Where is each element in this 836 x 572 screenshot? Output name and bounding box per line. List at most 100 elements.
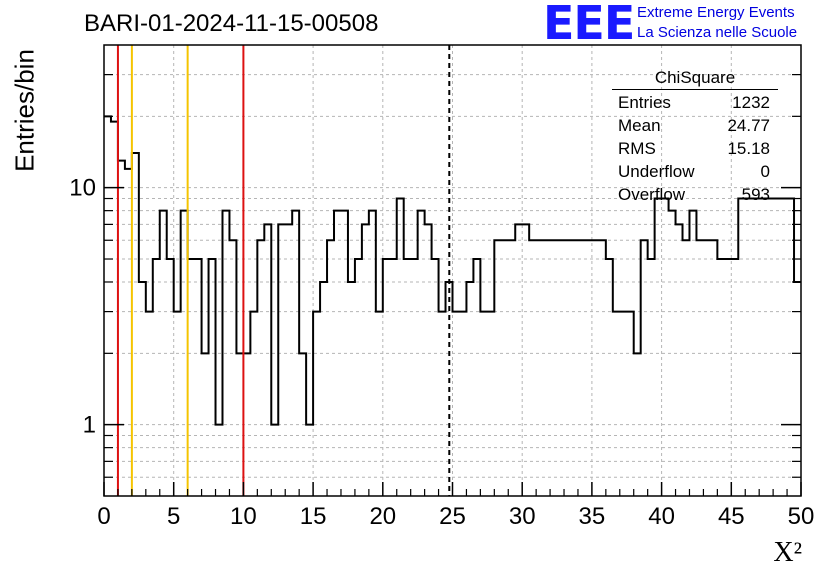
x-tick-label: 25 bbox=[439, 503, 466, 530]
histogram-bin bbox=[466, 282, 473, 496]
histogram-bin bbox=[160, 211, 167, 496]
x-tick-label: 50 bbox=[788, 503, 815, 530]
stats-row-overflow: Overflow 593 bbox=[612, 183, 778, 206]
histogram-bin bbox=[536, 240, 543, 496]
histogram-bin bbox=[432, 259, 439, 496]
x-axis: 0 5 10 15 20 25 30 35 40 45 50 bbox=[97, 482, 814, 530]
stats-label: Overflow bbox=[618, 185, 686, 204]
histogram-bin bbox=[202, 353, 209, 496]
x-tick-label: 10 bbox=[230, 503, 257, 530]
histogram-bin bbox=[550, 240, 557, 496]
histogram-bin bbox=[613, 312, 620, 496]
histogram-bin bbox=[794, 282, 801, 496]
histogram-bin bbox=[501, 240, 508, 496]
stats-value: 15.18 bbox=[727, 139, 770, 158]
stats-value: 24.77 bbox=[727, 116, 770, 135]
histogram-bin bbox=[494, 240, 501, 496]
histogram-bin bbox=[257, 240, 264, 496]
histogram-bin bbox=[341, 211, 348, 496]
histogram-bin bbox=[390, 259, 397, 496]
histogram-bin bbox=[425, 224, 432, 496]
histogram-bin bbox=[655, 199, 662, 496]
histogram-bin bbox=[480, 312, 487, 496]
x-axis-label: X² bbox=[773, 537, 802, 568]
histogram-bin bbox=[111, 122, 118, 496]
histogram-bin bbox=[334, 211, 341, 496]
x-tick-label: 0 bbox=[97, 503, 110, 530]
histogram-bin bbox=[773, 199, 780, 496]
histogram-bin bbox=[529, 240, 536, 496]
histogram-bin bbox=[418, 211, 425, 496]
histogram-bin bbox=[146, 312, 153, 496]
histogram-bin bbox=[752, 199, 759, 496]
histogram-bin bbox=[118, 161, 125, 496]
stats-label: Underflow bbox=[618, 162, 695, 181]
stats-value: 593 bbox=[741, 185, 770, 204]
histogram-bin bbox=[620, 312, 627, 496]
histogram-bin bbox=[578, 240, 585, 496]
histogram-bin bbox=[599, 240, 606, 496]
x-tick-label: 35 bbox=[579, 503, 606, 530]
histogram-bin bbox=[648, 259, 655, 496]
histogram-bin bbox=[759, 199, 766, 496]
histogram-bin bbox=[278, 224, 285, 496]
histogram-bin bbox=[676, 224, 683, 496]
histogram-bin bbox=[738, 199, 745, 496]
histogram-bin bbox=[564, 240, 571, 496]
stats-label: Mean bbox=[618, 116, 661, 135]
histogram-bin bbox=[174, 312, 181, 496]
y-axis-label: Entries/bin bbox=[9, 49, 40, 172]
histogram-bin bbox=[557, 240, 564, 496]
histogram-bin bbox=[132, 153, 139, 496]
logo-line-1: Extreme Energy Events bbox=[637, 4, 795, 21]
stats-label: RMS bbox=[618, 139, 656, 158]
histogram-bin bbox=[439, 312, 446, 496]
histogram-bin bbox=[188, 259, 195, 496]
logo-line-2: La Scienza nelle Scuole bbox=[637, 24, 798, 41]
eee-logo: EEE bbox=[543, 0, 635, 50]
histogram-bin bbox=[209, 259, 216, 496]
histogram-bin bbox=[404, 259, 411, 496]
histogram-bin bbox=[606, 259, 613, 496]
x-tick-label: 30 bbox=[509, 503, 536, 530]
histogram-bin bbox=[515, 224, 522, 496]
reference-lines bbox=[116, 45, 451, 496]
histogram-bin bbox=[362, 224, 369, 496]
histogram-bin bbox=[125, 169, 132, 496]
histogram-bin bbox=[306, 425, 313, 496]
stats-row-entries: Entries 1232 bbox=[612, 91, 778, 114]
histogram-bin bbox=[195, 259, 202, 496]
chart-title: BARI-01-2024-11-15-00508 bbox=[84, 10, 379, 37]
histogram-bin bbox=[292, 211, 299, 496]
histogram-bin bbox=[376, 312, 383, 496]
stats-value: 1232 bbox=[732, 93, 770, 112]
histogram-bin bbox=[369, 211, 376, 496]
histogram-bin bbox=[634, 353, 641, 496]
stats-value: 0 bbox=[760, 162, 770, 181]
histogram-bin bbox=[153, 259, 160, 496]
histogram-bin bbox=[543, 240, 550, 496]
histogram-bin bbox=[397, 199, 404, 496]
histogram-bin bbox=[222, 211, 229, 496]
histogram-bin bbox=[571, 240, 578, 496]
histogram-bin bbox=[299, 353, 306, 496]
y-tick-label: 10 bbox=[69, 175, 96, 202]
histogram-bin bbox=[229, 240, 236, 496]
histogram-bin bbox=[745, 199, 752, 496]
histogram-bin bbox=[780, 199, 787, 496]
histogram-bin bbox=[710, 240, 717, 496]
histogram-bin bbox=[473, 259, 480, 496]
histogram-bin bbox=[250, 312, 257, 496]
histogram-bin bbox=[411, 259, 418, 496]
x-tick-label: 5 bbox=[167, 503, 180, 530]
histogram-bin bbox=[662, 199, 669, 496]
histogram-bin bbox=[355, 259, 362, 496]
x-tick-label: 15 bbox=[300, 503, 327, 530]
histogram-bin bbox=[627, 312, 634, 496]
x-tick-label: 40 bbox=[648, 503, 675, 530]
histogram-bin bbox=[236, 353, 243, 496]
histogram-bin bbox=[585, 240, 592, 496]
histogram-bin bbox=[522, 224, 529, 496]
histogram-line bbox=[104, 115, 801, 426]
histogram-bin bbox=[459, 312, 466, 496]
